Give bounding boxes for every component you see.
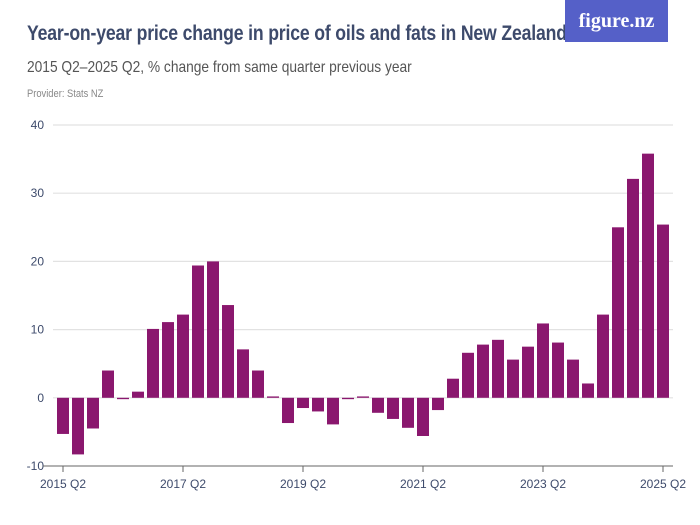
bar: [522, 346, 534, 398]
bar: [132, 391, 144, 398]
bar: [177, 314, 189, 398]
y-tick-label: 30: [31, 186, 45, 200]
chart-subtitle: 2015 Q2–2025 Q2, % change from same quar…: [27, 59, 412, 76]
bar: [357, 396, 369, 398]
x-tick-label: 2017 Q2: [160, 477, 206, 491]
bar: [627, 178, 639, 398]
logo-text: figure.nz: [578, 9, 655, 32]
bar: [252, 370, 264, 398]
bar: [192, 265, 204, 398]
chart-title: Year-on-year price change in price of oi…: [27, 22, 567, 45]
bar: [387, 397, 399, 419]
figure-nz-logo[interactable]: figure.nz: [565, 0, 668, 42]
bar: [222, 305, 234, 398]
y-tick-label: 40: [31, 118, 45, 132]
y-tick-label: 0: [37, 391, 44, 405]
bar: [327, 397, 339, 425]
bar: [567, 359, 579, 398]
bar: [147, 328, 159, 398]
bar: [312, 397, 324, 412]
x-tick-label: 2019 Q2: [280, 477, 326, 491]
bar: [162, 322, 174, 398]
bar: [57, 397, 69, 434]
bar: [297, 397, 309, 409]
bar: [447, 378, 459, 398]
bar: [102, 370, 114, 398]
y-tick-label: -10: [27, 459, 45, 473]
bar: [612, 227, 624, 398]
x-tick-label: 2021 Q2: [400, 477, 446, 491]
bar: [477, 344, 489, 398]
bar: [117, 397, 129, 400]
provider-label: Provider: Stats NZ: [27, 88, 104, 100]
bar: [237, 349, 249, 398]
bar: [492, 339, 504, 398]
bar: [657, 224, 669, 398]
y-tick-label: 10: [31, 323, 45, 337]
bar: [342, 397, 354, 400]
bar: [537, 323, 549, 398]
x-tick-label: 2015 Q2: [40, 477, 86, 491]
bar: [432, 397, 444, 411]
bar: [267, 396, 279, 398]
bar: [597, 314, 609, 398]
bar: [552, 342, 564, 398]
bar: [507, 359, 519, 398]
bar: [282, 397, 294, 424]
bar: [402, 397, 414, 428]
bar: [417, 397, 429, 436]
bar: [87, 397, 99, 429]
x-tick-label: 2023 Q2: [520, 477, 566, 491]
bar: [642, 153, 654, 398]
bar: [582, 383, 594, 398]
bar: [462, 352, 474, 398]
x-tick-label: 2025 Q2: [640, 477, 686, 491]
bar: [372, 397, 384, 413]
bar: [207, 261, 219, 398]
bar: [72, 397, 84, 455]
y-tick-label: 20: [31, 254, 45, 268]
